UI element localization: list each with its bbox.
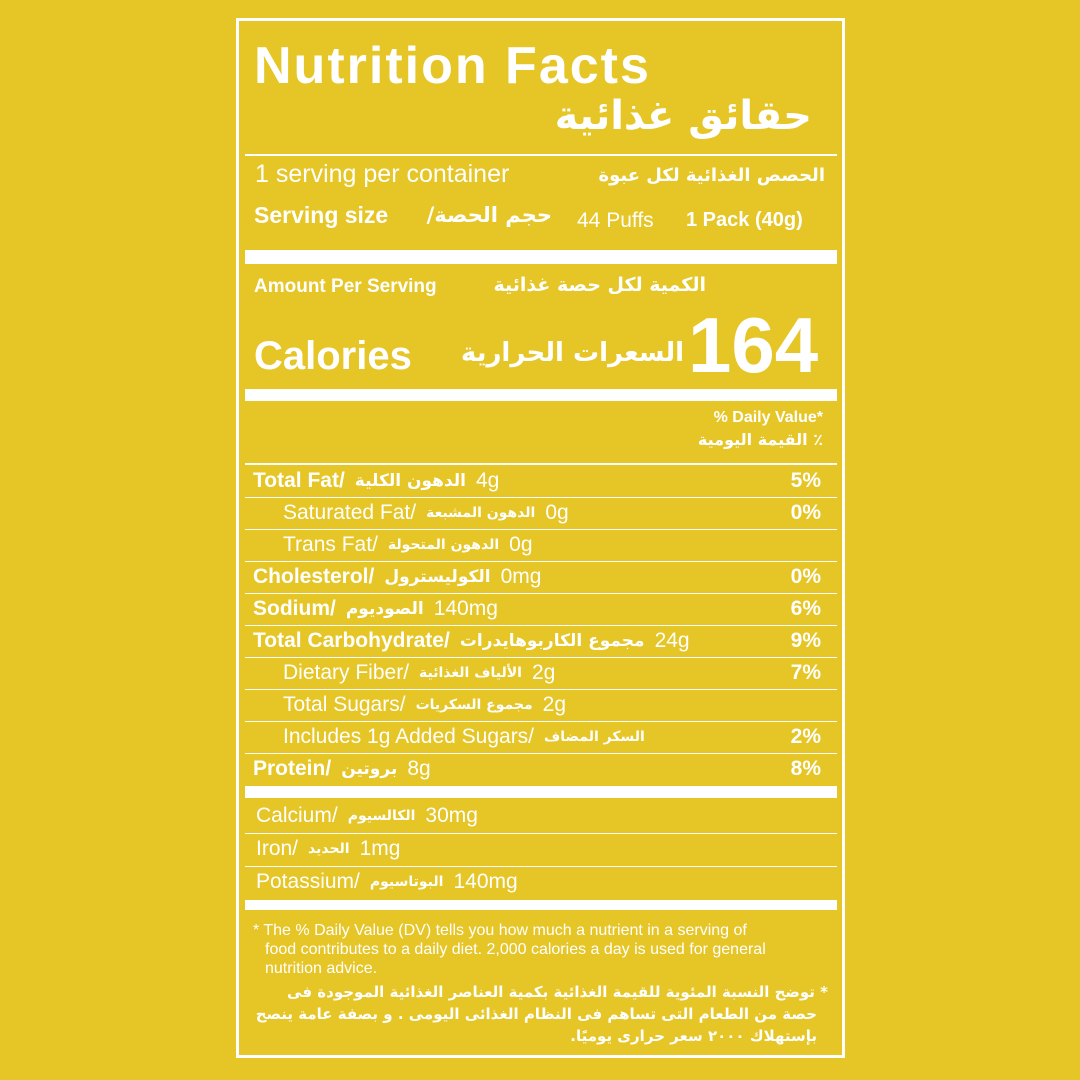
nutrient-name: Total Fat/ <box>253 469 345 492</box>
nutrient-dv: 6% <box>790 597 821 620</box>
nutrient-name-ar: الدهون المتحولة <box>387 537 500 553</box>
nutrient-name: Total Sugars/ <box>283 693 406 716</box>
nutrient-name-ar: الصوديوم <box>345 599 424 619</box>
nutrient-row: Includes 1g Added Sugars/السكر المضاف 2% <box>283 722 821 752</box>
rule <box>245 833 837 834</box>
nutrient-amount: 2g <box>531 661 556 684</box>
rule <box>245 657 837 658</box>
rule <box>245 529 837 530</box>
mineral-amount: 30mg <box>425 804 478 827</box>
rule <box>245 463 837 465</box>
serving-size-puffs: 44 Puffs <box>577 209 654 232</box>
footnote-line: * The % Daily Value (DV) tells you how m… <box>253 922 747 939</box>
calories-value: 164 <box>688 301 819 389</box>
serving-size-label: Serving size <box>254 202 389 228</box>
nutrient-name-ar: مجموع السكريات <box>415 697 533 713</box>
nutrient-name: Trans Fat/ <box>283 533 378 556</box>
amount-label: Amount Per Serving <box>254 276 437 297</box>
nutrient-amount: 8g <box>407 757 431 780</box>
nutrient-name: Protein/ <box>253 757 332 780</box>
serving-size-pack: 1 Pack (40g) <box>686 209 803 231</box>
daily-value-label: % Daily Value* <box>713 409 823 426</box>
nutrient-dv: 5% <box>790 469 821 492</box>
mineral-name: Potassium/ <box>256 870 360 893</box>
nutrient-dv: 7% <box>790 661 821 684</box>
nutrient-row: Sodium/الصوديوم 140mg 6% <box>253 594 821 624</box>
nutrient-row: Protein/بروتين 8g 8% <box>253 754 821 784</box>
nutrient-amount: 4g <box>475 469 500 492</box>
nutrient-name-ar: السكر المضاف <box>544 729 645 745</box>
nutrient-name-ar: بروتين <box>341 759 398 779</box>
mineral-amount: 140mg <box>453 870 518 893</box>
nutrient-dv: 8% <box>790 757 821 780</box>
calories-label-ar: السعرات الحرارية <box>460 338 684 368</box>
footnote-line-ar: حصة من الطعام التى تساهم فى النظام الغذا… <box>255 1005 817 1023</box>
rule <box>245 497 837 498</box>
nutrient-name: Dietary Fiber/ <box>283 661 410 684</box>
servings-per-container-ar: الحصص الغذائية لكل عبوة <box>598 165 825 186</box>
nutrient-name-ar: الدهون المشبعة <box>426 505 536 521</box>
rule <box>245 866 837 867</box>
mineral-name-ar: الحديد <box>308 841 350 857</box>
nutrient-name: Sodium/ <box>253 597 336 620</box>
mineral-name-ar: البوتاسيوم <box>369 874 444 890</box>
nutrient-name: Includes 1g Added Sugars/ <box>283 725 535 748</box>
thick-rule <box>245 389 837 401</box>
serving-size-label-ar: حجم الحصة/ <box>426 203 552 227</box>
nutrient-name-ar: الكوليسترول <box>384 567 491 587</box>
thick-rule <box>245 900 837 910</box>
nutrient-row: Total Fat/الدهون الكلية 4g 5% <box>253 466 821 496</box>
mineral-name: Calcium/ <box>256 804 338 827</box>
nutrient-name: Cholesterol/ <box>253 565 375 588</box>
footnote-line: nutrition advice. <box>265 960 378 977</box>
thick-rule <box>245 786 837 798</box>
nutrient-dv: 0% <box>790 501 821 524</box>
mineral-row: Iron/الحديد 1mg <box>256 834 824 864</box>
nutrient-name: Total Carbohydrate/ <box>253 629 450 652</box>
nutrient-row: Dietary Fiber/الألياف الغذائية 2g 7% <box>283 658 821 688</box>
rule <box>245 721 837 722</box>
nutrient-amount: 0g <box>509 533 533 556</box>
amount-label-ar: الكمية لكل حصة غذائية <box>493 274 706 296</box>
nutrient-name: Saturated Fat/ <box>283 501 417 524</box>
nutrient-name-ar: مجموع الكاربوهايدرات <box>459 631 645 651</box>
nutrient-amount: 0mg <box>500 565 542 588</box>
nutrient-amount: 0g <box>545 501 569 524</box>
nutrient-name-ar: الدهون الكلية <box>354 471 466 491</box>
nutrient-row: Trans Fat/الدهون المتحولة 0g <box>283 530 821 560</box>
nutrient-dv: 0% <box>790 565 821 588</box>
footnote-line-ar: بإستهلاك ٢٠٠٠ سعر حرارى يوميًا. <box>570 1027 817 1045</box>
footnote-line: food contributes to a daily diet. 2,000 … <box>265 941 766 958</box>
nutrient-name-ar: الألياف الغذائية <box>419 665 522 681</box>
servings-per-container: 1 serving per container <box>255 160 510 188</box>
rule <box>245 753 837 754</box>
thick-rule <box>245 250 837 264</box>
nutrient-amount: 2g <box>542 693 567 716</box>
title-ar: حقائق غذائية <box>554 93 812 139</box>
mineral-name: Iron/ <box>256 837 299 860</box>
nutrient-dv: 2% <box>790 725 821 748</box>
rule <box>245 625 837 626</box>
calories-label: Calories <box>254 334 412 378</box>
nutrient-amount: 24g <box>654 629 690 652</box>
daily-value-label-ar: ٪ القيمة اليومية <box>697 430 823 449</box>
label-border <box>236 18 845 1058</box>
nutrient-row: Total Sugars/مجموع السكريات 2g <box>283 690 821 720</box>
nutrient-dv: 9% <box>790 629 821 652</box>
title: Nutrition Facts <box>254 37 651 95</box>
nutrient-row: Saturated Fat/الدهون المشبعة 0g 0% <box>283 498 821 528</box>
rule <box>245 689 837 690</box>
nutrient-amount: 140mg <box>433 597 498 620</box>
rule <box>245 593 837 594</box>
mineral-row: Potassium/البوتاسيوم 140mg <box>256 867 824 897</box>
mineral-row: Calcium/الكالسيوم 30mg <box>256 801 824 831</box>
footnote-line-ar: * توضح النسبة المئوية للقيمة الغذائية بك… <box>287 983 828 1001</box>
mineral-amount: 1mg <box>359 837 401 860</box>
rule <box>245 561 837 562</box>
rule <box>245 154 837 156</box>
nutrient-row: Cholesterol/الكوليسترول 0mg 0% <box>253 562 821 592</box>
mineral-name-ar: الكالسيوم <box>347 808 416 824</box>
nutrient-row: Total Carbohydrate/مجموع الكاربوهايدرات 2… <box>253 626 821 656</box>
